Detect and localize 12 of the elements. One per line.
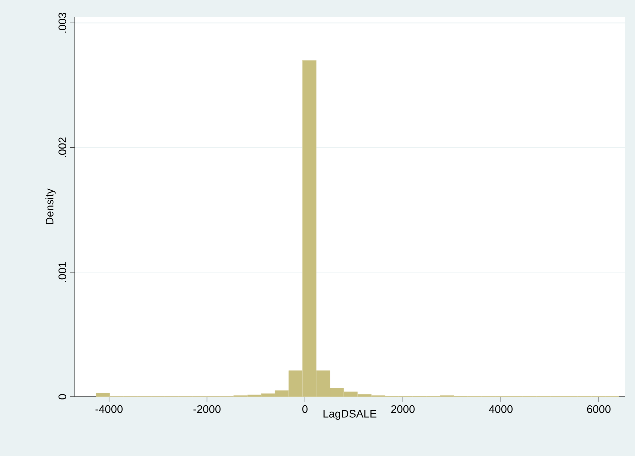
x-tick-label: 2000 bbox=[392, 406, 415, 414]
y-tick-label: .003 bbox=[58, 13, 66, 33]
y-tick-label: 0 bbox=[58, 394, 66, 400]
x-tick-label: -2000 bbox=[194, 406, 221, 414]
x-axis-title: LagDSALE bbox=[324, 410, 377, 420]
y-tick-label: .001 bbox=[58, 262, 66, 282]
x-tick-label: -4000 bbox=[96, 406, 123, 414]
y-axis-title: Density bbox=[46, 188, 56, 224]
x-tick-label: 0 bbox=[302, 406, 308, 414]
x-tick-label: 4000 bbox=[489, 406, 513, 414]
x-tick-label: 6000 bbox=[587, 406, 611, 414]
y-tick-label: .002 bbox=[58, 138, 66, 158]
